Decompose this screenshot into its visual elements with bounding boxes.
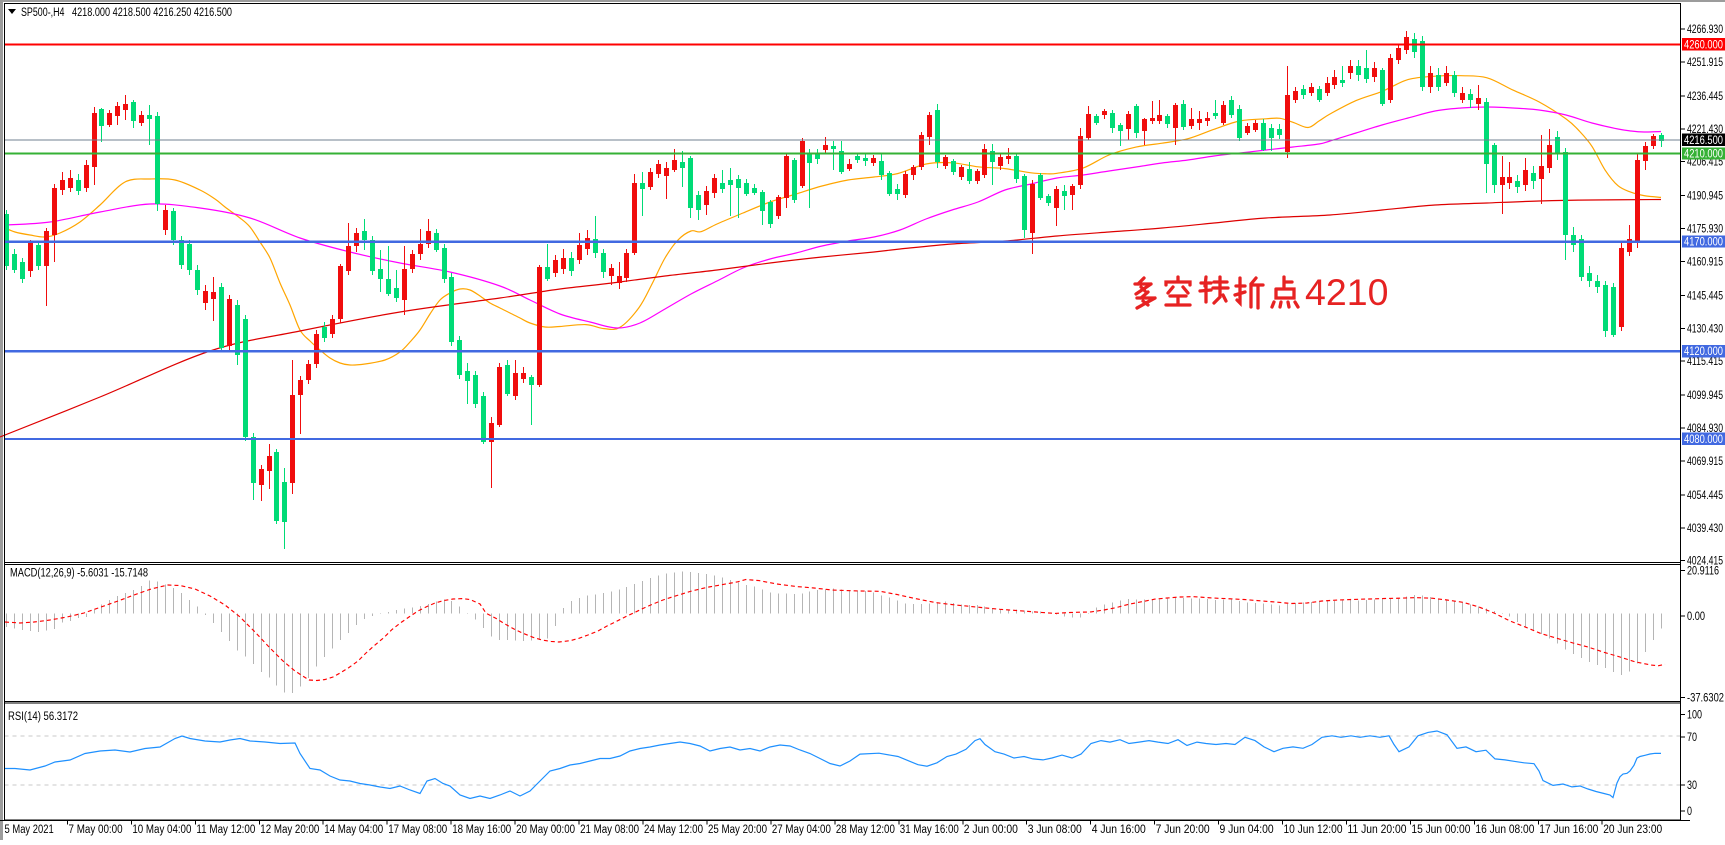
svg-text:4069.915: 4069.915 (1687, 456, 1723, 468)
svg-text:4115.415: 4115.415 (1687, 356, 1723, 368)
svg-text:4251.915: 4251.915 (1687, 57, 1723, 69)
svg-text:4175.930: 4175.930 (1687, 224, 1723, 236)
svg-text:4216.500: 4216.500 (1684, 135, 1723, 147)
svg-text:4236.445: 4236.445 (1687, 91, 1723, 103)
svg-text:4170.000: 4170.000 (1684, 237, 1723, 249)
svg-text:4120.000: 4120.000 (1684, 346, 1723, 358)
svg-text:3 Jun 08:00: 3 Jun 08:00 (1028, 824, 1082, 836)
svg-text:4084.930: 4084.930 (1687, 423, 1723, 435)
svg-text:4218.000 4218.500 4216.250 421: 4218.000 4218.500 4216.250 4216.500 (72, 7, 232, 19)
svg-text:4260.000: 4260.000 (1684, 39, 1723, 51)
svg-text:0.00: 0.00 (1687, 611, 1705, 623)
svg-text:20.9116: 20.9116 (1687, 566, 1719, 578)
svg-text:12 May 20:00: 12 May 20:00 (260, 824, 319, 836)
svg-text:28 May 12:00: 28 May 12:00 (836, 824, 895, 836)
svg-text:MACD(12,26,9) -5.6031 -15.7148: MACD(12,26,9) -5.6031 -15.7148 (10, 568, 148, 580)
svg-text:10 Jun 12:00: 10 Jun 12:00 (1284, 824, 1343, 836)
svg-text:4024.415: 4024.415 (1687, 556, 1723, 568)
svg-text:16 Jun 08:00: 16 Jun 08:00 (1475, 824, 1534, 836)
svg-text:9 Jun 04:00: 9 Jun 04:00 (1220, 824, 1274, 836)
svg-text:4221.430: 4221.430 (1687, 124, 1723, 136)
svg-text:70: 70 (1687, 732, 1697, 744)
svg-text:24 May 12:00: 24 May 12:00 (644, 824, 703, 836)
svg-text:25 May 20:00: 25 May 20:00 (708, 824, 767, 836)
svg-text:4266.930: 4266.930 (1687, 24, 1723, 36)
svg-text:4190.945: 4190.945 (1687, 191, 1723, 203)
svg-text:15 Jun 00:00: 15 Jun 00:00 (1411, 824, 1470, 836)
svg-text:30: 30 (1687, 780, 1697, 792)
svg-text:4054.445: 4054.445 (1687, 490, 1723, 502)
svg-text:-37.6302: -37.6302 (1687, 693, 1724, 705)
svg-text:20 May 00:00: 20 May 00:00 (516, 824, 575, 836)
svg-text:4160.915: 4160.915 (1687, 256, 1723, 268)
svg-text:4 Jun 16:00: 4 Jun 16:00 (1092, 824, 1146, 836)
svg-text:4210: 4210 (1305, 271, 1388, 313)
svg-text:10 May 04:00: 10 May 04:00 (132, 824, 191, 836)
svg-text:17 May 08:00: 17 May 08:00 (388, 824, 447, 836)
svg-text:11 May 12:00: 11 May 12:00 (196, 824, 255, 836)
svg-text:21 May 08:00: 21 May 08:00 (580, 824, 639, 836)
svg-text:4130.430: 4130.430 (1687, 323, 1723, 335)
svg-text:4080.000: 4080.000 (1684, 434, 1723, 446)
svg-text:11 Jun 20:00: 11 Jun 20:00 (1348, 824, 1407, 836)
svg-text:31 May 16:00: 31 May 16:00 (900, 824, 959, 836)
svg-text:4099.945: 4099.945 (1687, 390, 1723, 402)
svg-text:100: 100 (1687, 710, 1702, 722)
svg-text:7 May 00:00: 7 May 00:00 (69, 824, 123, 836)
svg-text:RSI(14) 56.3172: RSI(14) 56.3172 (8, 711, 78, 723)
svg-text:4210.000: 4210.000 (1684, 149, 1723, 161)
svg-text:20 Jun 23:00: 20 Jun 23:00 (1603, 824, 1662, 836)
svg-text:17 Jun 16:00: 17 Jun 16:00 (1539, 824, 1598, 836)
svg-text:27 May 04:00: 27 May 04:00 (772, 824, 831, 836)
svg-text:SP500-,H4: SP500-,H4 (21, 7, 65, 19)
svg-text:0: 0 (1687, 806, 1692, 818)
svg-text:18 May 16:00: 18 May 16:00 (452, 824, 511, 836)
svg-text:7 Jun 20:00: 7 Jun 20:00 (1156, 824, 1210, 836)
svg-text:4145.445: 4145.445 (1687, 290, 1723, 302)
svg-text:2 Jun 00:00: 2 Jun 00:00 (964, 824, 1018, 836)
svg-text:5 May 2021: 5 May 2021 (5, 824, 54, 836)
svg-text:4039.430: 4039.430 (1687, 523, 1723, 535)
svg-text:14 May 04:00: 14 May 04:00 (324, 824, 383, 836)
